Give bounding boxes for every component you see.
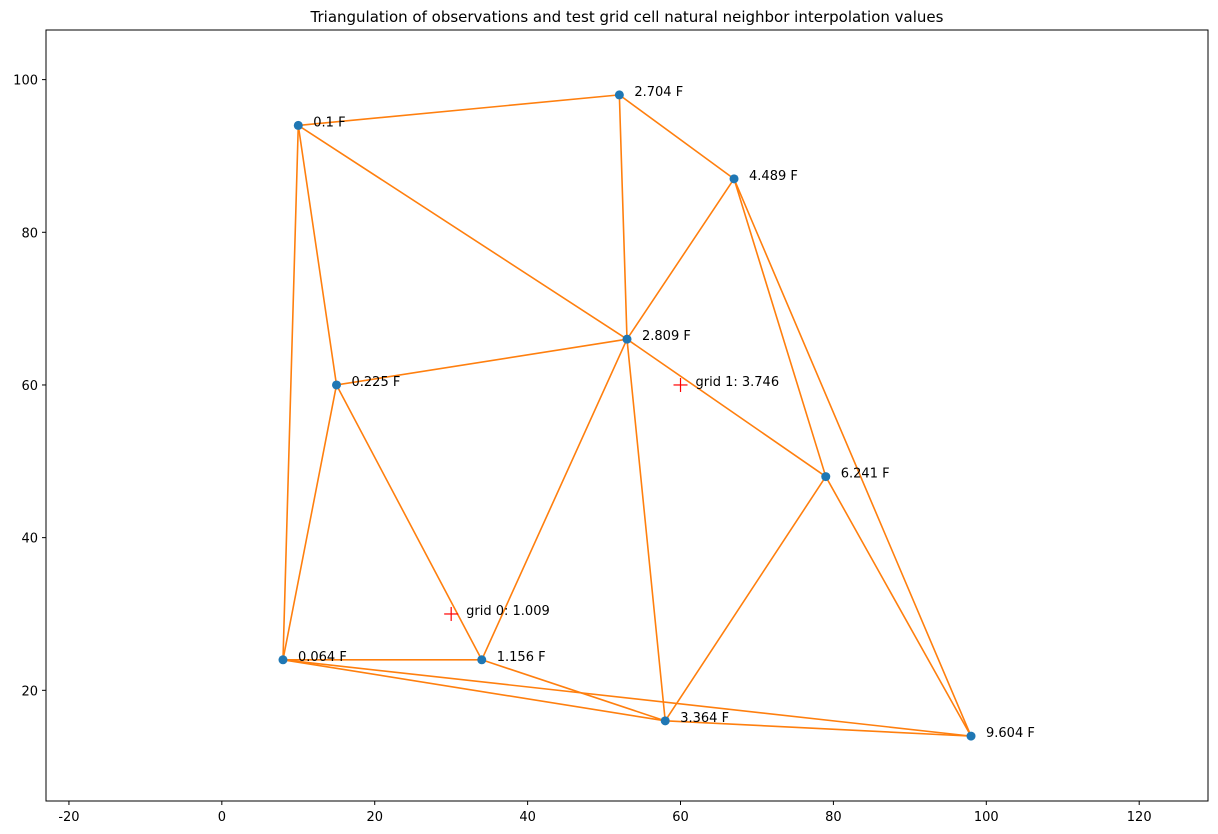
triangulation-edge xyxy=(282,658,972,737)
y-tick-label: 20 xyxy=(21,684,38,699)
triangulation-edge xyxy=(626,338,667,722)
triangulation-edge xyxy=(480,338,628,661)
triangulation-edge xyxy=(733,178,972,737)
triangulation-edge xyxy=(282,658,667,722)
x-tick-label: 80 xyxy=(825,810,842,825)
observation-point xyxy=(278,655,288,665)
triangulation-edges xyxy=(282,94,972,737)
point-labels: 0.064 F 0.1 F 0.225 F 1.156 F 2.704 F 2.809 F… xyxy=(298,85,1035,741)
observation-point xyxy=(966,731,976,741)
grid-cell-label: grid 0: 1.009 xyxy=(466,604,550,619)
observation-point xyxy=(821,472,831,482)
observation-label: 2.809 F xyxy=(642,329,691,344)
x-tick-label: 0 xyxy=(218,810,226,825)
x-tick-label: 20 xyxy=(366,810,383,825)
triangulation-edge xyxy=(618,94,735,180)
observation-points xyxy=(278,90,976,741)
chart-title: Triangulation of observations and test g… xyxy=(310,8,944,26)
triangulation-edge xyxy=(626,338,827,478)
observation-label: 2.704 F xyxy=(634,85,683,100)
y-tick-label: 80 xyxy=(21,226,38,241)
y-tick-label: 100 xyxy=(13,74,38,89)
observation-label: 4.489 F xyxy=(749,169,798,184)
triangulation-edge xyxy=(335,338,628,386)
grid-markers xyxy=(444,377,688,621)
x-tick-label: -20 xyxy=(58,810,79,825)
triangulation-edge xyxy=(480,658,667,722)
observation-point xyxy=(477,655,487,665)
observation-label: 0.225 F xyxy=(352,375,401,390)
x-tick-label: 40 xyxy=(519,810,536,825)
axes: -20 0 20 40 60 80 100 120 20 40 60 80 100 xyxy=(13,74,1151,825)
grid-cell-marker xyxy=(673,377,688,392)
observation-point xyxy=(614,90,624,100)
observation-point xyxy=(660,716,670,726)
triangulation-edge xyxy=(297,124,338,386)
triangulation-edge xyxy=(335,384,483,661)
y-tick-label: 60 xyxy=(21,379,38,394)
triangulation-edge xyxy=(664,720,972,737)
triangulation-edge xyxy=(297,124,628,340)
observation-label: 6.241 F xyxy=(841,467,890,482)
triangulation-edge xyxy=(626,178,735,340)
x-tick-label: 120 xyxy=(1127,810,1152,825)
observation-label: 1.156 F xyxy=(497,650,546,665)
triangulation-edge xyxy=(282,384,338,661)
observation-point xyxy=(293,120,303,130)
observation-point xyxy=(622,334,632,344)
plot-area-frame xyxy=(45,29,1209,802)
observation-label: 3.364 F xyxy=(680,711,729,726)
triangulation-edge xyxy=(824,475,972,737)
observation-label: 9.604 F xyxy=(986,726,1035,741)
grid-cell-label: grid 1: 3.746 xyxy=(696,375,780,390)
grid-cell-marker xyxy=(444,606,459,621)
triangulation-edge xyxy=(297,94,621,127)
x-tick-label: 100 xyxy=(974,810,999,825)
triangulation-edge xyxy=(282,124,300,661)
x-tick-label: 60 xyxy=(672,810,689,825)
triangulation-edge xyxy=(733,178,827,478)
observation-point xyxy=(729,174,739,184)
observation-label: 0.1 F xyxy=(313,115,345,130)
observation-label: 0.064 F xyxy=(298,650,347,665)
triangulation-edge xyxy=(664,475,827,722)
observation-point xyxy=(332,380,341,390)
triangulation-edge xyxy=(618,94,628,340)
y-tick-label: 40 xyxy=(21,532,38,547)
